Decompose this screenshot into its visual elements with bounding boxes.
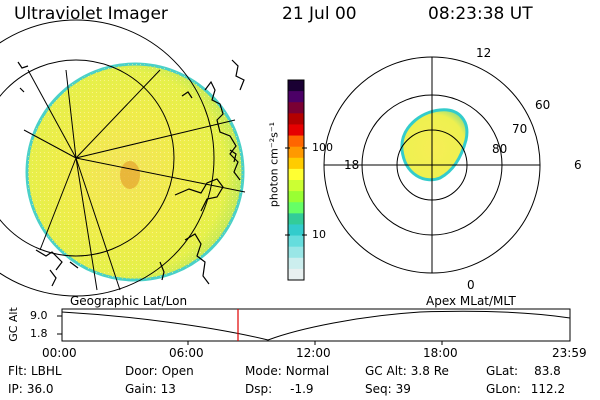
glon-value: 112.2: [530, 382, 566, 396]
apex-label: Apex MLat/MLT: [426, 294, 516, 308]
mlt-label-18: 18: [344, 158, 360, 172]
mlt-label-6: 6: [574, 158, 582, 172]
altitude-ytick-high: 9.0: [30, 309, 48, 322]
gain-value: 13: [160, 382, 176, 396]
glat-field: GLat: 83.8: [486, 364, 561, 378]
mlat-label-70: 70: [512, 122, 528, 136]
xtick-1200: 12:00: [296, 346, 331, 360]
colorbar-segment: [288, 124, 304, 137]
colorbar-segment: [288, 246, 304, 259]
ip-value: 36.0: [26, 382, 54, 396]
colorbar-segment: [288, 180, 304, 192]
colorbar-tick-100: 100: [312, 141, 333, 154]
colorbar-label: photon cm⁻²s⁻¹: [267, 121, 281, 208]
altitude-curve: [61, 310, 571, 341]
colorbar-segment: [288, 80, 304, 92]
colorbar-segment: [288, 213, 304, 225]
colorbar-segment: [288, 102, 304, 114]
colorbar-segment: [288, 202, 304, 214]
mlat-label-60: 60: [535, 98, 551, 112]
colorbar-segment: [288, 157, 304, 170]
polar-plot: [323, 56, 541, 274]
colorbar-frame: [287, 79, 305, 281]
colorbar-segment: [288, 235, 304, 248]
xtick-0600: 06:00: [169, 346, 204, 360]
altitude-ylabel: GC Alt: [6, 307, 20, 342]
glat-value: 83.8: [534, 364, 561, 378]
dsp-key: Dsp:: [245, 382, 273, 396]
dsp-value: -1.9: [290, 382, 314, 396]
altitude-plot: [57, 308, 571, 345]
colorbar-segment: [288, 146, 304, 159]
colorbar-segment: [288, 135, 304, 148]
colorbar-segment: [288, 113, 304, 125]
door-value: Open: [161, 364, 194, 378]
app-title: Ultraviolet Imager: [14, 4, 168, 24]
gcalt-value: 3.8 Re: [410, 364, 449, 378]
mlt-label-12: 12: [476, 46, 492, 60]
glon-key: GLon:: [486, 382, 521, 396]
door-key: Door:: [125, 364, 158, 378]
filter-value: LBHL: [30, 364, 62, 378]
colorbar-segment: [288, 224, 304, 237]
mlt-label-0: 0: [467, 278, 475, 292]
seq-field: Seq: 39: [365, 382, 411, 396]
seq-key: Seq:: [365, 382, 392, 396]
colorbar-segment: [288, 257, 304, 270]
gain-key: Gain:: [125, 382, 157, 396]
seq-value: 39: [395, 382, 411, 396]
colorbar-segment: [288, 191, 304, 203]
filter-field: Flt: LBHL: [8, 364, 62, 378]
auroral-oval: [400, 108, 469, 182]
door-field: Door: Open: [125, 364, 194, 378]
lat-circle: [0, 19, 215, 297]
bright-spot: [120, 161, 140, 189]
ip-field: IP: 36.0: [8, 382, 54, 396]
filter-key: Flt:: [8, 364, 27, 378]
time-label: 08:23:38 UT: [428, 4, 533, 24]
colorbar: [287, 79, 305, 281]
mlat-label-80: 80: [492, 142, 508, 156]
altitude-ytick-low: 1.8: [30, 327, 48, 340]
date-label: 21 Jul 00: [282, 4, 357, 24]
gcalt-key: GC Alt:: [365, 364, 407, 378]
geographic-globe: [0, 19, 246, 297]
ip-key: IP:: [8, 382, 23, 396]
geographic-label: Geographic Lat/Lon: [70, 294, 188, 308]
glon-field: GLon: 112.2: [486, 382, 565, 396]
xtick-1800: 18:00: [423, 346, 458, 360]
mode-key: Mode:: [245, 364, 282, 378]
colorbar-segment: [288, 168, 304, 181]
xtick-2359: 23:59: [552, 346, 587, 360]
gcalt-field: GC Alt: 3.8 Re: [365, 364, 449, 378]
xtick-0000: 00:00: [42, 346, 77, 360]
lat-circle: [0, 59, 175, 257]
dsp-field: Dsp: -1.9: [245, 382, 314, 396]
colorbar-segment: [288, 268, 304, 281]
glat-key: GLat:: [486, 364, 519, 378]
colorbar-tick-10: 10: [312, 228, 326, 241]
colorbar-ticks: [285, 147, 307, 236]
mode-value: Normal: [285, 364, 330, 378]
colorbar-segment: [288, 91, 304, 103]
gain-field: Gain: 13: [125, 382, 176, 396]
mode-field: Mode: Normal: [245, 364, 329, 378]
